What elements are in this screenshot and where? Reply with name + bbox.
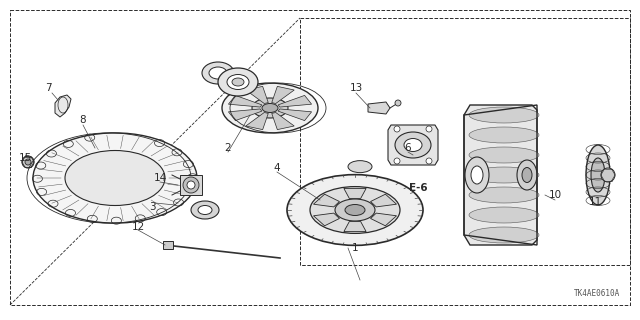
Text: 7: 7 [45,83,51,93]
Ellipse shape [310,187,400,233]
Polygon shape [163,241,173,249]
Ellipse shape [469,127,539,143]
Text: 8: 8 [80,115,86,125]
Polygon shape [278,95,312,107]
Ellipse shape [586,145,610,205]
Text: E-6: E-6 [409,183,428,193]
Ellipse shape [469,187,539,203]
Bar [300,18,630,265]
Circle shape [22,156,34,168]
Polygon shape [272,113,294,130]
Circle shape [25,159,31,165]
Polygon shape [464,105,537,245]
Ellipse shape [517,160,537,190]
Ellipse shape [335,199,375,221]
Ellipse shape [227,75,249,90]
Ellipse shape [191,201,219,219]
Ellipse shape [183,177,199,193]
Text: 6: 6 [404,143,412,153]
Ellipse shape [469,147,539,163]
Ellipse shape [65,150,165,205]
Text: 13: 13 [349,83,363,93]
Polygon shape [246,113,268,130]
Ellipse shape [33,133,197,223]
Ellipse shape [465,157,489,193]
Circle shape [426,158,432,164]
Ellipse shape [187,181,195,189]
Text: 2: 2 [225,143,231,153]
Ellipse shape [262,103,278,113]
Ellipse shape [395,132,431,158]
Ellipse shape [202,62,234,84]
Text: 15: 15 [19,153,31,163]
Polygon shape [344,188,366,198]
Ellipse shape [218,68,258,96]
Ellipse shape [209,67,227,79]
Ellipse shape [469,107,539,123]
Text: 3: 3 [148,202,156,212]
Text: TK4AE0610A: TK4AE0610A [573,289,620,298]
Circle shape [394,158,400,164]
Ellipse shape [601,168,615,182]
Ellipse shape [469,227,539,243]
Text: 14: 14 [154,173,166,183]
Ellipse shape [345,204,365,215]
Polygon shape [371,194,397,207]
Text: 1: 1 [352,243,358,253]
Text: 10: 10 [548,190,561,200]
Polygon shape [368,102,390,114]
Ellipse shape [404,139,422,151]
Ellipse shape [591,158,605,192]
Ellipse shape [232,78,244,86]
Ellipse shape [287,175,423,245]
Polygon shape [371,213,397,226]
Polygon shape [272,86,294,103]
Ellipse shape [522,167,532,182]
Polygon shape [314,194,339,207]
Polygon shape [388,125,438,165]
Polygon shape [344,221,366,232]
Polygon shape [228,95,262,107]
Ellipse shape [469,167,539,183]
Ellipse shape [222,83,318,133]
Ellipse shape [198,205,212,214]
Polygon shape [246,86,268,103]
Text: 4: 4 [274,163,280,173]
Polygon shape [228,109,262,121]
Text: 12: 12 [131,222,145,232]
Polygon shape [278,109,312,121]
Ellipse shape [348,161,372,173]
Ellipse shape [252,98,288,118]
Circle shape [394,126,400,132]
Text: 11: 11 [588,197,602,207]
Ellipse shape [471,166,483,184]
Circle shape [395,100,401,106]
Polygon shape [314,213,339,226]
Polygon shape [55,95,71,117]
Circle shape [426,126,432,132]
Polygon shape [180,175,202,195]
Ellipse shape [469,207,539,223]
